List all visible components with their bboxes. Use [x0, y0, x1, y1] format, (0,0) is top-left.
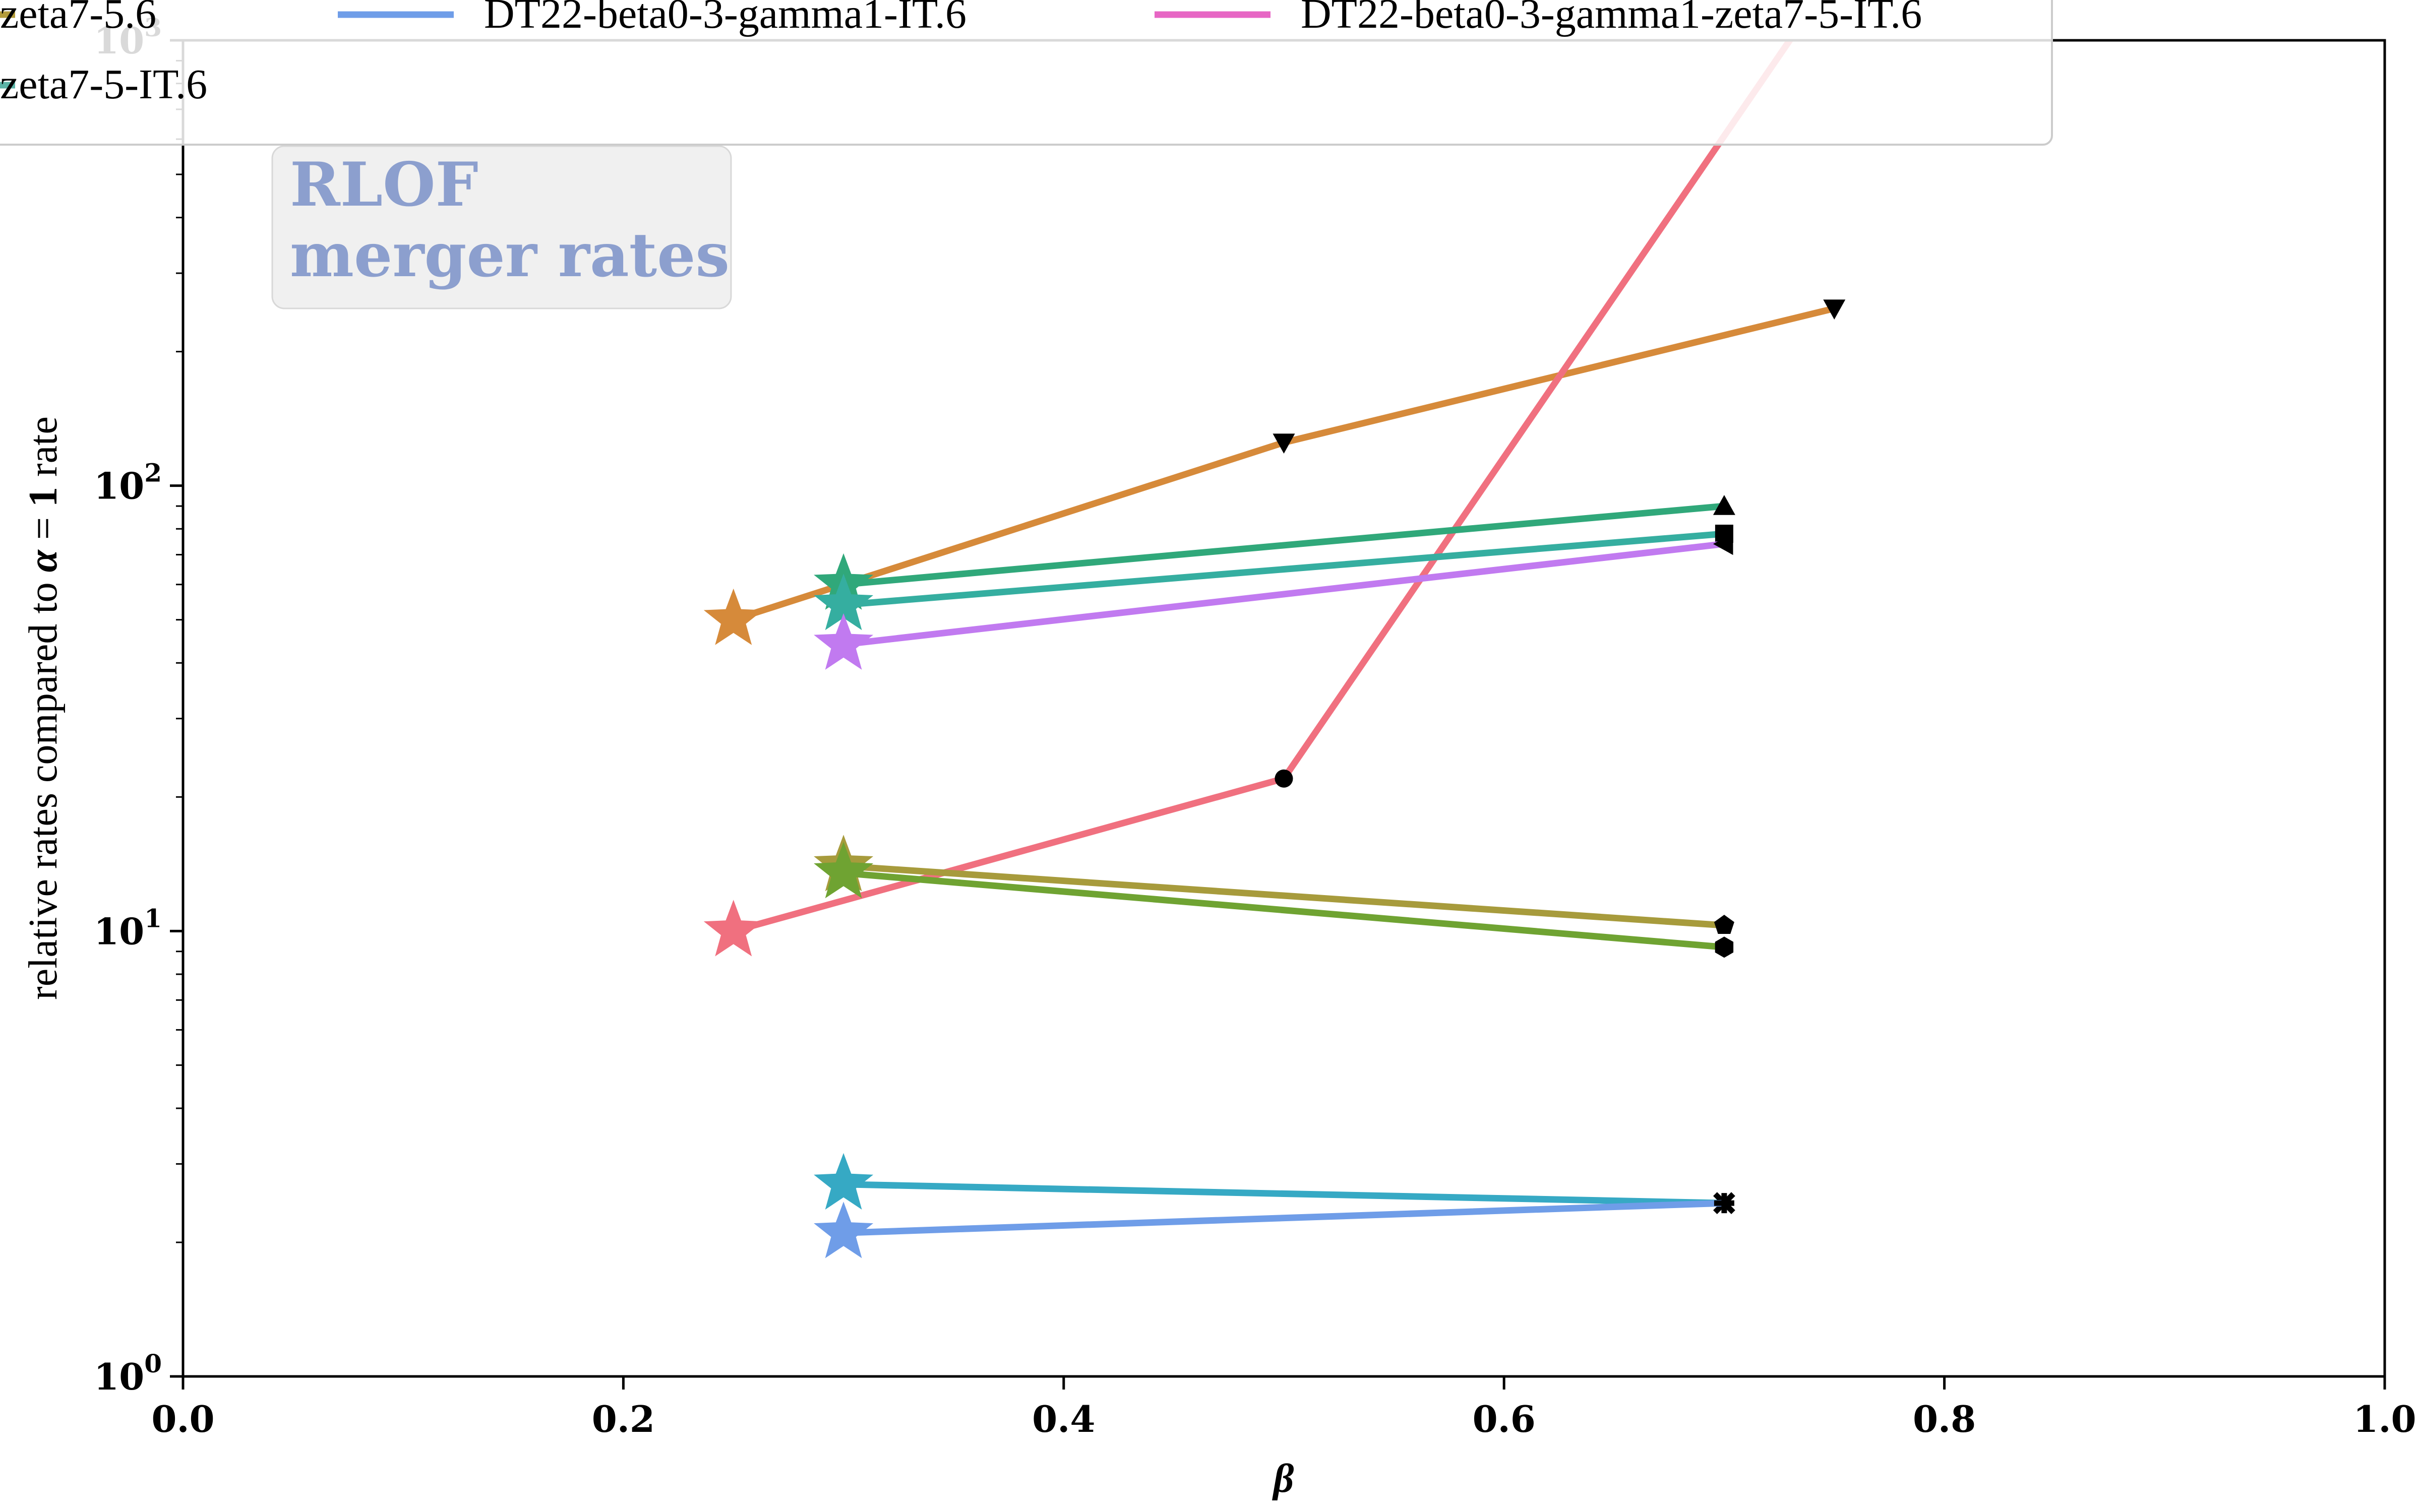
start-star-lime-green	[814, 842, 874, 899]
series-line-cyan	[840, 1181, 1728, 1207]
series-line-lime-green	[840, 869, 1728, 951]
y-tick-label-0: 100	[94, 1349, 162, 1398]
x-tick-label-4: 0.8	[1913, 1398, 1976, 1440]
y-tick-label-2: 102	[94, 458, 162, 508]
x-axis-label: β	[1272, 1457, 1294, 1501]
series-line-orange	[730, 305, 1838, 623]
series-line-olive	[840, 862, 1728, 929]
series-violet	[814, 533, 1733, 670]
annotation-line-2: merger rates	[290, 220, 730, 291]
data-point-blue-end	[1714, 1193, 1734, 1214]
legend-label: zeta7-5-IT.6	[0, 61, 207, 108]
series-line-teal	[840, 530, 1728, 608]
legend-label: zeta7-5.6	[0, 0, 156, 37]
y-axis-label-one: 1	[21, 487, 66, 507]
y-tick-label-exponent: 1	[144, 903, 162, 933]
legend: zeta7-5.6 DT22-beta0-3-gamma1-IT.6 DT22-be…	[0, 0, 2053, 146]
legend-frame	[0, 0, 2053, 146]
data-point-lime-green-end	[1715, 936, 1734, 958]
x-tick-label-5: 1.0	[2353, 1398, 2416, 1440]
y-axis-label-part-1: relative rates compared to	[21, 572, 66, 999]
start-star-teal	[814, 574, 874, 631]
x-tick-label-0: 0.0	[151, 1398, 214, 1440]
x-tick-label-1: 0.2	[592, 1398, 655, 1440]
y-axis-label: relative rates compared to α = 1 rate	[21, 416, 66, 1000]
data-point-olive-end	[1714, 915, 1734, 934]
annotation-background	[271, 145, 732, 309]
legend-entry-2: DT22-beta0-3-gamma1-zeta7-5-IT.6	[1155, 0, 1922, 37]
series-orange	[703, 299, 1846, 645]
data-point-orange-1	[1273, 433, 1295, 454]
y-axis-label-eq: =	[21, 507, 66, 550]
data-point-violet-end	[1713, 533, 1733, 555]
start-star-cyan	[814, 1153, 874, 1210]
start-star-pink-red	[703, 900, 763, 957]
legend-entry-3: zeta7-5-IT.6	[0, 61, 207, 108]
series-line-green	[840, 502, 1728, 588]
series-layer	[703, 40, 1846, 1258]
series-lime-green	[814, 842, 1734, 958]
x-tick-label-3: 0.6	[1473, 1398, 1536, 1440]
y-tick-label-base: 10	[94, 910, 144, 953]
data-point-green-end	[1713, 495, 1735, 515]
series-blue	[814, 1193, 1734, 1258]
y-tick-label-exponent: 0	[144, 1349, 162, 1378]
y-axis-label-alpha: α	[21, 549, 66, 572]
data-point-pink-red-1	[1275, 769, 1293, 788]
series-cyan	[814, 1153, 1735, 1214]
start-star-violet	[814, 613, 874, 670]
y-tick-label-base: 10	[94, 1355, 144, 1398]
annotation-line-1: RLOF	[290, 149, 478, 220]
y-axis-label-part-2: rate	[21, 416, 66, 487]
y-tick-label-1: 101	[94, 903, 162, 953]
legend-entry-0: zeta7-5.6	[0, 0, 156, 37]
series-line-blue	[840, 1200, 1728, 1236]
series-line-violet	[840, 540, 1728, 648]
y-tick-label-base: 10	[94, 465, 144, 508]
data-point-orange-end	[1823, 299, 1846, 320]
start-star-orange	[703, 588, 763, 645]
y-tick-label-exponent: 2	[144, 458, 162, 488]
x-tick-label-2: 0.4	[1032, 1398, 1095, 1440]
start-star-blue	[814, 1202, 874, 1258]
legend-entries: zeta7-5.6 DT22-beta0-3-gamma1-IT.6 DT22-be…	[0, 0, 1922, 108]
annotation-box: RLOF merger rates	[271, 145, 732, 309]
legend-label: DT22-beta0-3-gamma1-zeta7-5-IT.6	[1301, 0, 1922, 37]
legend-entry-1: DT22-beta0-3-gamma1-IT.6	[338, 0, 966, 37]
legend-label: DT22-beta0-3-gamma1-IT.6	[484, 0, 966, 37]
